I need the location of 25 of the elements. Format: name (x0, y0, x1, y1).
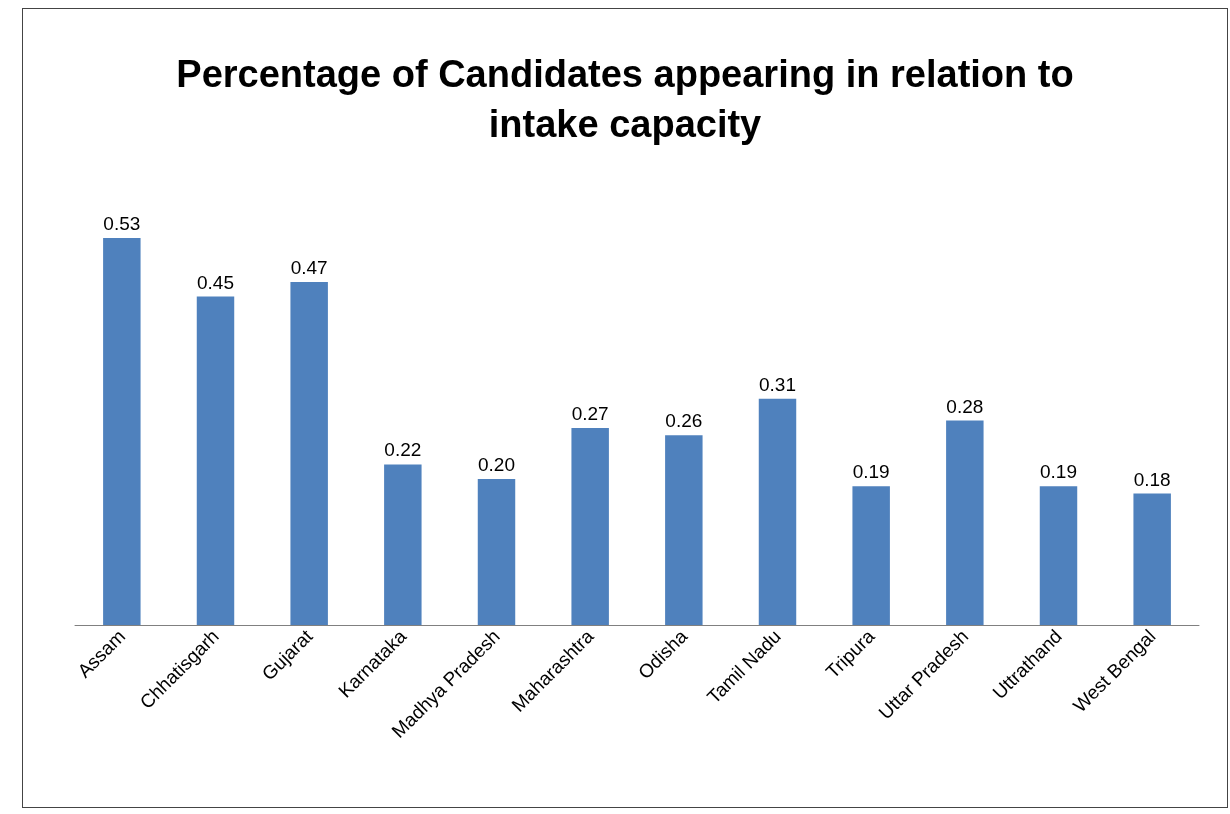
data-label: 0.19 (852, 461, 890, 483)
data-label: 0.19 (1040, 461, 1077, 483)
bar (1039, 486, 1078, 625)
chart-title: Percentage of Candidates appearing in relation to intake capacity (176, 53, 1074, 145)
bar (103, 238, 141, 625)
data-label: 0.20 (478, 454, 515, 475)
bar (852, 486, 890, 625)
data-label: 0.28 (946, 395, 984, 417)
data-label: 0.27 (571, 402, 609, 424)
data-label: 0.26 (665, 410, 703, 432)
bar (758, 398, 797, 625)
bar (196, 296, 235, 625)
bar (571, 427, 609, 625)
data-label: 0.53 (103, 213, 141, 235)
data-label: 0.31 (759, 373, 796, 395)
data-label: 0.45 (197, 271, 234, 293)
bar (946, 420, 984, 625)
bar (665, 435, 703, 625)
data-label: 0.22 (384, 439, 422, 461)
bar (290, 281, 328, 625)
data-label: 0.47 (290, 256, 328, 278)
bar (384, 464, 422, 625)
data-label: 0.18 (1133, 468, 1171, 490)
bar (477, 479, 516, 625)
bar (1133, 493, 1171, 625)
